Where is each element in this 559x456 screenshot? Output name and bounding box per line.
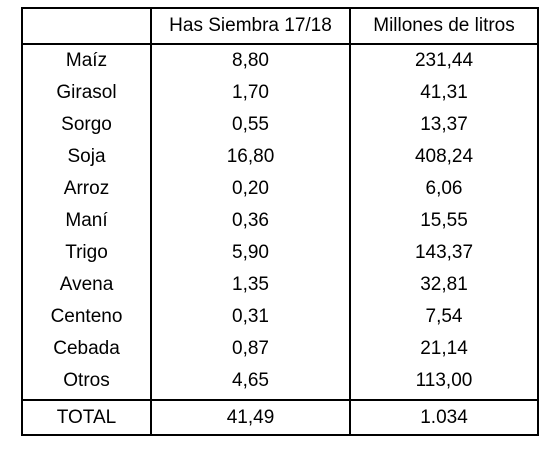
total-label-cell: TOTAL [21, 399, 152, 436]
hectares-cell: 0,20 [150, 173, 351, 205]
hectares-cell: 4,65 [150, 365, 351, 401]
table-row: Otros 4,65 113,00 [21, 365, 539, 401]
liters-cell: 32,81 [349, 269, 539, 301]
crop-name-cell: Avena [21, 269, 152, 301]
crop-name-cell: Maní [21, 205, 152, 237]
crop-name-cell: Trigo [21, 237, 152, 269]
total-row: TOTAL 41,49 1.034 [21, 399, 539, 436]
liters-cell: 143,37 [349, 237, 539, 269]
liters-cell: 7,54 [349, 301, 539, 333]
table-footer: TOTAL 41,49 1.034 [21, 399, 539, 436]
liters-cell: 113,00 [349, 365, 539, 401]
liters-cell: 21,14 [349, 333, 539, 365]
hectares-cell: 1,70 [150, 77, 351, 109]
liters-cell: 231,44 [349, 44, 539, 77]
hectares-cell: 8,80 [150, 44, 351, 77]
crop-name-cell: Centeno [21, 301, 152, 333]
hectares-cell: 5,90 [150, 237, 351, 269]
hectares-cell: 0,87 [150, 333, 351, 365]
liters-cell: 41,31 [349, 77, 539, 109]
crop-name-cell: Sorgo [21, 109, 152, 141]
crop-name-cell: Cebada [21, 333, 152, 365]
total-liters-cell: 1.034 [349, 399, 539, 436]
table-row: Girasol 1,70 41,31 [21, 77, 539, 109]
header-liters-cell: Millones de litros [349, 7, 539, 45]
crop-name-cell: Otros [21, 365, 152, 401]
liters-cell: 13,37 [349, 109, 539, 141]
header-row: Has Siembra 17/18 Millones de litros [21, 7, 539, 45]
hectares-cell: 1,35 [150, 269, 351, 301]
table-row: Cebada 0,87 21,14 [21, 333, 539, 365]
table-row: Avena 1,35 32,81 [21, 269, 539, 301]
crop-table: Has Siembra 17/18 Millones de litros Maí… [21, 7, 539, 436]
table-header: Has Siembra 17/18 Millones de litros [21, 7, 539, 45]
header-crop-cell [21, 7, 152, 45]
liters-cell: 6,06 [349, 173, 539, 205]
table-row: Maní 0,36 15,55 [21, 205, 539, 237]
liters-cell: 15,55 [349, 205, 539, 237]
liters-cell: 408,24 [349, 141, 539, 173]
table-row: Soja 16,80 408,24 [21, 141, 539, 173]
table-row: Centeno 0,31 7,54 [21, 301, 539, 333]
table-row: Trigo 5,90 143,37 [21, 237, 539, 269]
crop-name-cell: Maíz [21, 44, 152, 77]
header-hectares-cell: Has Siembra 17/18 [150, 7, 351, 45]
hectares-cell: 0,36 [150, 205, 351, 237]
table-row: Sorgo 0,55 13,37 [21, 109, 539, 141]
table-row: Arroz 0,20 6,06 [21, 173, 539, 205]
total-hectares-cell: 41,49 [150, 399, 351, 436]
hectares-cell: 0,31 [150, 301, 351, 333]
table-body: Maíz 8,80 231,44 Girasol 1,70 41,31 Sorg… [21, 44, 539, 401]
table-row: Maíz 8,80 231,44 [21, 44, 539, 77]
crop-name-cell: Soja [21, 141, 152, 173]
crop-name-cell: Arroz [21, 173, 152, 205]
crop-name-cell: Girasol [21, 77, 152, 109]
hectares-cell: 16,80 [150, 141, 351, 173]
hectares-cell: 0,55 [150, 109, 351, 141]
